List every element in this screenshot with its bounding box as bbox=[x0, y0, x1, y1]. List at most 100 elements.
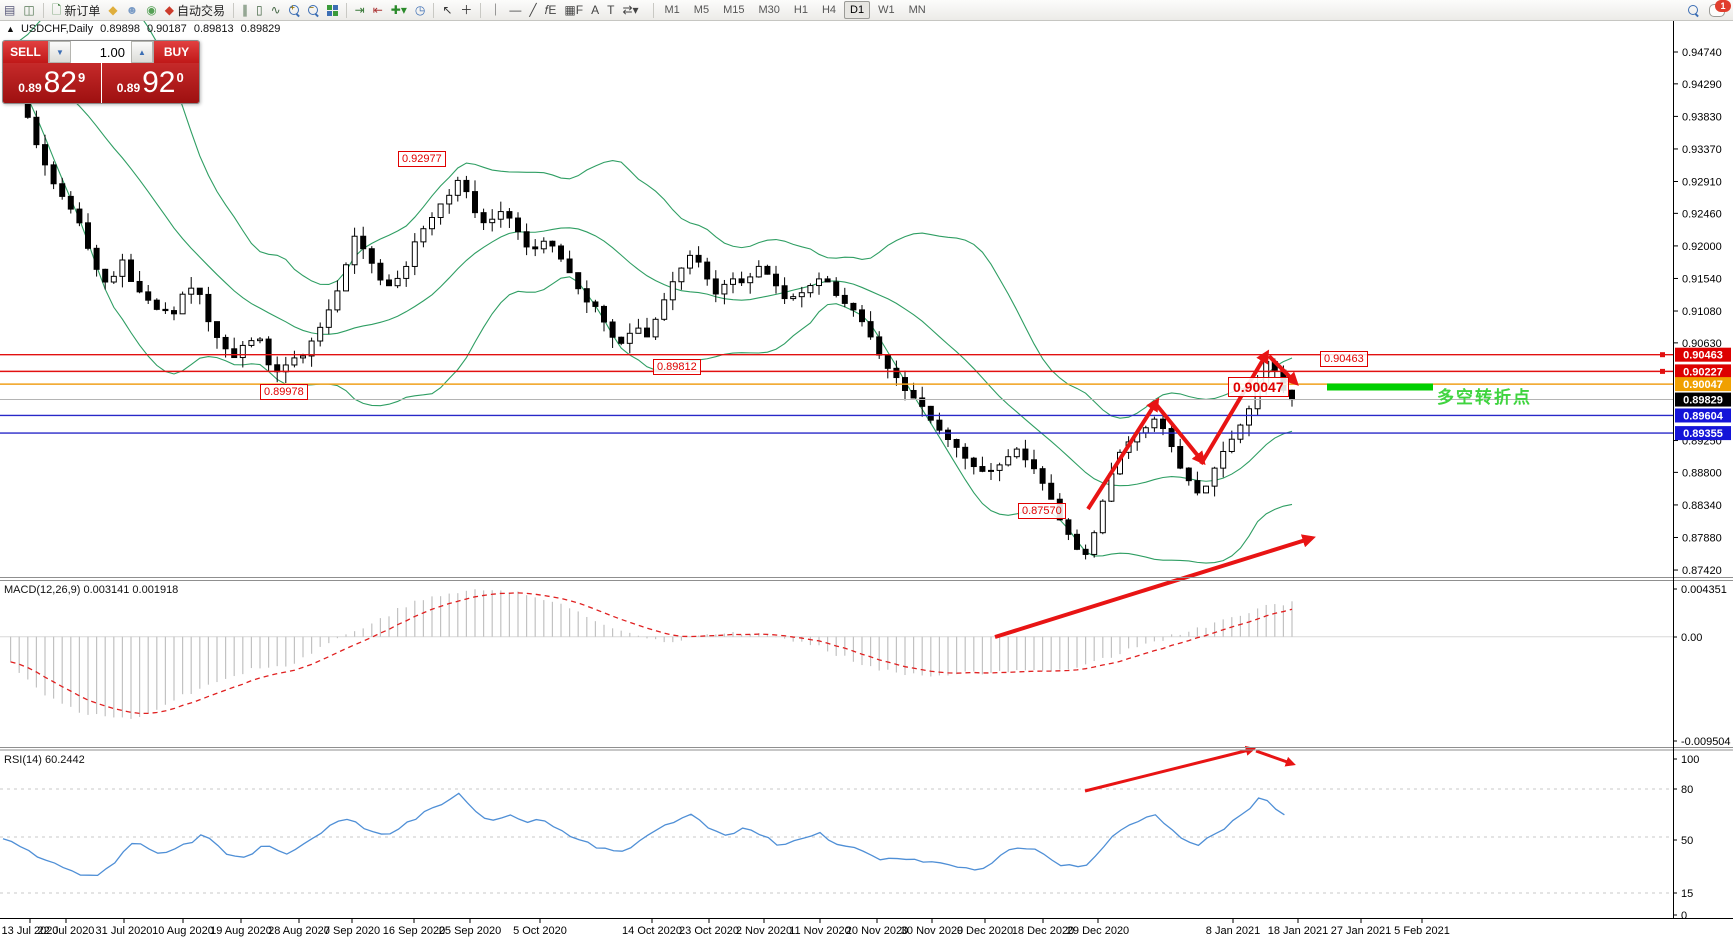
timeframe-h4[interactable]: H4 bbox=[821, 4, 837, 16]
buy-button[interactable]: BUY bbox=[154, 41, 199, 63]
add-indicator-icon[interactable]: ✚▾ bbox=[387, 1, 411, 19]
timeframe-m5[interactable]: M5 bbox=[693, 4, 710, 16]
bar-chart-mode-icon[interactable]: ∥ bbox=[238, 1, 252, 19]
label-tool-icon[interactable]: T bbox=[603, 1, 618, 19]
price-badge-0.89829 bbox=[1675, 392, 1731, 407]
grid-tool-icon[interactable]: ▦F bbox=[560, 1, 587, 19]
timeframe-h1[interactable]: H1 bbox=[793, 4, 808, 16]
crosshair-icon[interactable]: ＋ bbox=[456, 1, 476, 19]
trend-arrow-4[interactable] bbox=[1267, 354, 1299, 386]
trend-arrow-6[interactable] bbox=[1084, 745, 1256, 793]
price-tick-0.92000: 0.92000 bbox=[1682, 241, 1722, 253]
date-label: 28 Aug 2020 bbox=[268, 925, 330, 937]
toolbar-right: 1 bbox=[1688, 0, 1733, 17]
autotrading-button[interactable]: ◆ 自动交易 bbox=[161, 1, 229, 19]
price-tick-0.87880: 0.87880 bbox=[1682, 532, 1722, 544]
date-label: 19 Aug 2020 bbox=[210, 925, 272, 937]
horizontal-line-tool-icon[interactable]: — bbox=[505, 1, 525, 19]
label-089812[interactable]: 0.89812 bbox=[653, 359, 701, 375]
trendline-tool-icon[interactable]: ╱ bbox=[525, 1, 540, 19]
rsi-label: RSI(14) 60.2442 bbox=[4, 754, 85, 766]
date-label: 18 Jan 2021 bbox=[1268, 925, 1329, 937]
timeframe-m15[interactable]: M15 bbox=[723, 4, 745, 16]
sell-button[interactable]: SELL bbox=[3, 41, 48, 63]
trend-arrow-5[interactable] bbox=[994, 534, 1316, 639]
candlestick-mode-icon-glyph: ▯ bbox=[255, 3, 263, 17]
chart-shift-icon[interactable]: ⇤ bbox=[369, 1, 387, 19]
new-order-button[interactable]: 🗋 新订单 bbox=[48, 1, 105, 19]
label-090047[interactable]: 0.90047 bbox=[1228, 377, 1289, 397]
macd-name: MACD(12,26,9) bbox=[4, 584, 81, 596]
timeframe-m30[interactable]: M30 bbox=[758, 4, 780, 16]
timeframe-buttons: M1 M5 M15 M30 H1 H4 D1 W1 MN bbox=[649, 1, 933, 19]
new-chart-icon[interactable]: ▤ bbox=[0, 1, 19, 19]
price-tick-0.91080: 0.91080 bbox=[1682, 306, 1722, 318]
timeframe-d1[interactable]: D1 bbox=[844, 1, 871, 19]
sell-price-pip: 9 bbox=[78, 70, 86, 85]
ohlc-low: 0.89813 bbox=[193, 23, 234, 35]
label-092977[interactable]: 0.92977 bbox=[398, 151, 446, 167]
chart-window-icon[interactable]: ◫ bbox=[19, 1, 38, 19]
chat-icon[interactable]: 1 bbox=[1709, 0, 1731, 17]
sell-price-prefix: 0.89 bbox=[18, 81, 42, 95]
date-label: 2 Nov 2020 bbox=[736, 925, 792, 937]
autotrading-button-glyph: ◆ bbox=[164, 3, 174, 17]
rsi-axis-100: 100 bbox=[1681, 754, 1699, 766]
timeframe-m1[interactable]: M1 bbox=[664, 4, 680, 16]
label-087570[interactable]: 0.87570 bbox=[1018, 503, 1066, 519]
date-label: 30 Nov 2020 bbox=[901, 925, 963, 937]
label-089978[interactable]: 0.89978 bbox=[260, 384, 308, 400]
trend-arrow-1[interactable] bbox=[1086, 397, 1160, 511]
timeframe-mn[interactable]: MN bbox=[908, 4, 926, 16]
date-label: 5 Feb 2021 bbox=[1394, 925, 1450, 937]
label-090463[interactable]: 0.90463 bbox=[1320, 351, 1368, 367]
volume-decrease-button[interactable]: ▼ bbox=[49, 41, 71, 63]
zoom-out-icon[interactable]: − bbox=[304, 1, 323, 19]
trend-arrow-7[interactable] bbox=[1255, 749, 1296, 767]
date-label: 16 Sep 2020 bbox=[383, 925, 445, 937]
price-tick-0.90630: 0.90630 bbox=[1682, 338, 1722, 350]
shapes-tool-icon[interactable]: ⇄▾ bbox=[618, 1, 642, 19]
tile-windows-icon-glyph bbox=[326, 4, 338, 16]
period-clock-icon[interactable]: ◷ bbox=[411, 1, 429, 19]
deposit-icon[interactable]: ◆ bbox=[104, 1, 121, 19]
search-icon[interactable] bbox=[1688, 4, 1699, 17]
timeframe-w1[interactable]: W1 bbox=[878, 4, 895, 16]
text-tool-icon[interactable]: A bbox=[587, 1, 603, 19]
candlestick-mode-icon[interactable]: ▯ bbox=[252, 1, 267, 19]
trend-arrow-2[interactable] bbox=[1153, 401, 1206, 466]
vertical-line-tool-icon[interactable]: ｜ bbox=[485, 1, 505, 19]
toolbar-separator bbox=[480, 2, 482, 18]
volume-value[interactable]: 1.00 bbox=[99, 44, 125, 60]
signals-icon[interactable]: ◉ bbox=[142, 1, 160, 19]
level-handle-0.90463 bbox=[1660, 352, 1665, 358]
fibonacci-tool-icon[interactable]: 𝑓E bbox=[541, 1, 561, 19]
sell-price[interactable]: 0.89 82 9 bbox=[3, 63, 101, 103]
toolbar: ▤ ◫ 🗋 新订单 ◆ ☻ ◉ ◆ 自动交易 ∥ ▯ ∿ + − ⇥ ⇤ ✚▾ ◷ ↖ ＋｜ — ╱ 𝑓E ▦F A T ⇄▾ M1… bbox=[0, 0, 1733, 21]
sell-price-main: 82 bbox=[43, 66, 77, 99]
zoom-in-icon[interactable]: + bbox=[285, 1, 304, 19]
bb-middle-band bbox=[1, 58, 1293, 487]
turning-point-note[interactable]: 多空转折点 bbox=[1437, 388, 1532, 407]
cursor-icon[interactable]: ↖ bbox=[438, 1, 456, 19]
auto-scroll-icon[interactable]: ⇥ bbox=[351, 1, 369, 19]
trend-arrow-3[interactable] bbox=[1199, 349, 1270, 466]
line-chart-mode-icon[interactable]: ∿ bbox=[267, 1, 285, 19]
price-tick-0.92460: 0.92460 bbox=[1682, 208, 1722, 220]
price-badge-text-0.89355: 0.89355 bbox=[1683, 428, 1723, 440]
volume-increase-button[interactable]: ▲ bbox=[131, 41, 153, 63]
buy-price[interactable]: 0.89 92 0 bbox=[101, 63, 199, 103]
tile-windows-icon[interactable] bbox=[323, 1, 342, 19]
date-label: 9 Dec 2020 bbox=[957, 925, 1013, 937]
trend-arrows[interactable] bbox=[994, 349, 1316, 793]
one-click-trading-panel: SELL ▼ 1.00 ▲ BUY 0.89 82 9 0.89 92 0 bbox=[2, 40, 200, 104]
symbol-period: USDCHF,Daily bbox=[20, 23, 94, 35]
date-label: 7 Sep 2020 bbox=[324, 925, 380, 937]
zoom-in-icon-glyph: + bbox=[288, 3, 300, 17]
profile-icon[interactable]: ☻ bbox=[122, 1, 143, 19]
symbol-marker-icon: ▲ bbox=[6, 24, 15, 34]
macd-pane bbox=[0, 589, 1673, 719]
price-badge-0.89355 bbox=[1675, 426, 1731, 441]
